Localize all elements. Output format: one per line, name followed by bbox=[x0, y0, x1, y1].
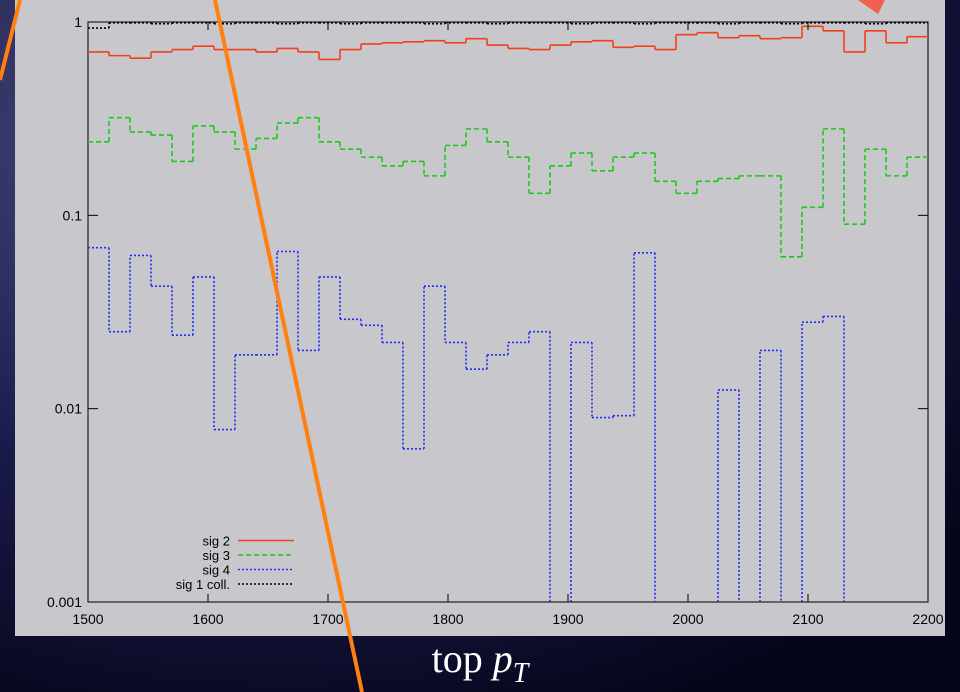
x-tick-label: 1600 bbox=[192, 611, 223, 627]
y-tick-label: 1 bbox=[74, 14, 82, 30]
x-label-var: p bbox=[490, 636, 513, 681]
overlay-line bbox=[213, 0, 364, 692]
legend-label: sig 3 bbox=[203, 548, 230, 563]
x-label-sub: T bbox=[513, 658, 531, 689]
legend-label: sig 4 bbox=[203, 563, 230, 578]
x-tick-label: 1800 bbox=[432, 611, 463, 627]
plot-area bbox=[88, 22, 928, 602]
x-tick-label: 1700 bbox=[312, 611, 343, 627]
plot-frame bbox=[87, 21, 929, 603]
overlay-line bbox=[0, 0, 22, 81]
legend-label: sig 2 bbox=[203, 534, 230, 549]
x-tick-label: 2100 bbox=[792, 611, 823, 627]
legend-label: sig 1 coll. bbox=[176, 577, 230, 592]
y-tick-label: 0.001 bbox=[47, 594, 82, 610]
x-axis-label: top pT bbox=[432, 636, 531, 689]
y-tick-label: 0.1 bbox=[63, 207, 83, 223]
x-tick-label: 2000 bbox=[672, 611, 703, 627]
x-tick-label: 1900 bbox=[552, 611, 583, 627]
y-tick-label: 0.01 bbox=[55, 401, 82, 417]
chart-panel bbox=[15, 0, 945, 636]
x-tick-label: 2200 bbox=[912, 611, 943, 627]
x-label-text: top bbox=[432, 636, 483, 681]
overlay-arrow bbox=[858, 0, 885, 14]
x-tick-label: 1500 bbox=[72, 611, 103, 627]
